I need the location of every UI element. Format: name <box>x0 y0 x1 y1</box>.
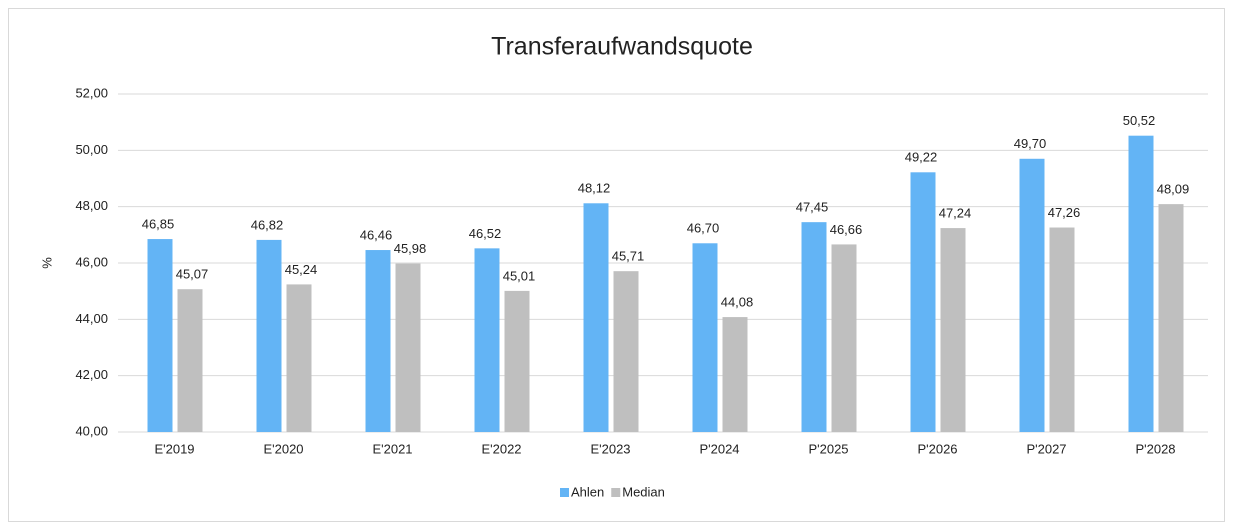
data-label: 45,01 <box>503 268 536 283</box>
x-tick-label: P'2025 <box>808 441 848 456</box>
legend-swatch <box>560 488 569 497</box>
data-label: 46,52 <box>469 226 502 241</box>
data-label: 45,24 <box>285 262 318 277</box>
bar <box>1158 204 1184 432</box>
bar <box>613 271 639 432</box>
x-tick-label: P'2027 <box>1026 441 1066 456</box>
data-label: 45,71 <box>612 249 645 264</box>
bar <box>286 284 312 432</box>
data-label: 47,45 <box>796 200 829 215</box>
data-label: 49,70 <box>1014 136 1047 151</box>
data-label: 46,66 <box>830 222 863 237</box>
bar <box>583 203 609 432</box>
data-label: 47,24 <box>939 206 972 221</box>
bar <box>1128 135 1154 433</box>
x-tick-label: P'2026 <box>917 441 957 456</box>
bar <box>692 243 718 432</box>
bar <box>831 244 857 432</box>
bar <box>177 289 203 432</box>
data-label: 46,85 <box>142 216 175 231</box>
bar <box>395 263 421 432</box>
data-label: 46,70 <box>687 221 720 236</box>
y-tick-label: 46,00 <box>75 254 108 269</box>
y-tick-label: 48,00 <box>75 198 108 213</box>
data-label: 46,82 <box>251 217 284 232</box>
data-label: 47,26 <box>1048 205 1081 220</box>
bar <box>1019 158 1045 433</box>
bar <box>474 248 500 432</box>
bar <box>365 250 391 432</box>
data-label: 48,09 <box>1157 182 1190 197</box>
bar <box>504 290 530 432</box>
bar <box>147 239 173 432</box>
x-tick-label: E'2022 <box>481 441 521 456</box>
data-label: 44,08 <box>721 295 754 310</box>
bar <box>722 317 748 432</box>
data-label: 49,22 <box>905 150 938 165</box>
y-tick-label: 50,00 <box>75 142 108 157</box>
bar <box>940 228 966 432</box>
data-label: 48,12 <box>578 181 611 196</box>
bar <box>910 172 936 432</box>
y-axis-label: % <box>39 257 54 269</box>
y-tick-label: 42,00 <box>75 367 108 382</box>
bar <box>1049 227 1075 432</box>
legend-label: Median <box>622 484 665 499</box>
y-tick-label: 52,00 <box>75 85 108 100</box>
data-label: 45,07 <box>176 267 209 282</box>
y-tick-label: 44,00 <box>75 311 108 326</box>
data-label: 46,46 <box>360 227 393 242</box>
x-tick-label: E'2023 <box>590 441 630 456</box>
y-tick-label: 40,00 <box>75 423 108 438</box>
legend-swatch <box>611 488 621 497</box>
bar <box>801 222 827 432</box>
x-tick-label: E'2020 <box>263 441 303 456</box>
data-label: 45,98 <box>394 241 427 256</box>
chart-title: Transferaufwandsquote <box>491 33 753 61</box>
data-label: 50,52 <box>1123 113 1156 128</box>
x-tick-label: E'2019 <box>154 441 194 456</box>
x-tick-label: P'2024 <box>699 441 739 456</box>
bar <box>256 239 282 432</box>
legend-label: Ahlen <box>571 484 604 499</box>
x-tick-label: P'2028 <box>1135 441 1175 456</box>
x-tick-label: E'2021 <box>372 441 412 456</box>
